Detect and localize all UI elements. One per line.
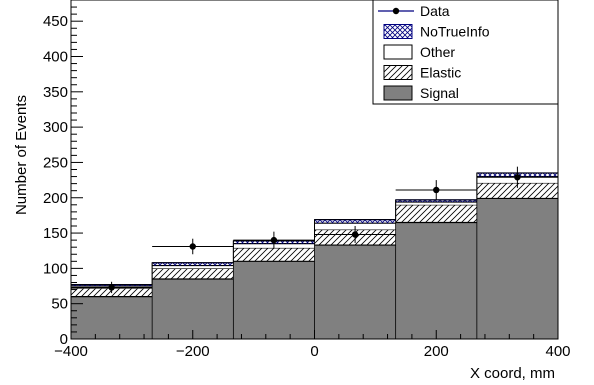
y-tick-label: 350 — [43, 84, 68, 101]
bar-other — [152, 265, 234, 269]
bar-signal — [476, 198, 558, 339]
x-tick-label: 200 — [424, 343, 449, 360]
y-tick-label: 100 — [43, 260, 68, 277]
legend-label-elastic: Elastic — [420, 65, 461, 81]
y-tick-label: 300 — [43, 119, 68, 136]
y-tick-label: 450 — [43, 13, 68, 30]
data-point — [351, 231, 359, 238]
x-tick-label: 0 — [310, 343, 318, 360]
bar-signal — [71, 296, 153, 339]
data-point — [108, 284, 115, 291]
y-tick-label: 250 — [43, 154, 68, 171]
data-point — [433, 186, 440, 194]
legend-label-signal: Signal — [420, 85, 459, 101]
y-tick-label: 200 — [43, 190, 68, 207]
legend-label-notrueinfo: NoTrueInfo — [420, 24, 490, 40]
bar-notrueinfo — [152, 262, 234, 266]
legend-marker-data — [392, 7, 400, 15]
bar-notrueinfo — [314, 219, 396, 224]
bar-elastic — [233, 247, 315, 262]
legend-swatch-notrueinfo — [383, 24, 413, 39]
data-point — [514, 174, 521, 181]
x-tick-label: −200 — [176, 343, 210, 360]
bar-other — [395, 201, 477, 205]
bar-signal — [152, 278, 234, 339]
y-tick-label: 150 — [43, 225, 68, 242]
legend-swatch-signal — [383, 85, 413, 101]
bar-signal — [233, 261, 315, 339]
bar-signal — [395, 222, 477, 339]
x-tick-label: 400 — [545, 343, 570, 360]
y-tick-label: 0 — [60, 331, 68, 348]
legend-swatch-other — [383, 44, 413, 60]
y-axis-label: Number of Events — [13, 95, 30, 215]
bar-signal — [314, 245, 396, 339]
x-axis-label: X coord, mm — [470, 365, 555, 382]
y-tick-label: 400 — [43, 49, 68, 66]
bar-elastic — [476, 182, 558, 199]
legend: Data NoTrueInfo Other Elastic Signal — [372, 0, 559, 105]
y-tick-label: 50 — [51, 296, 68, 313]
legend-swatch-elastic — [383, 65, 413, 80]
data-point — [189, 243, 196, 250]
bar-elastic — [152, 268, 234, 279]
bar-notrueinfo — [395, 199, 477, 202]
x-tick-label: −400 — [54, 343, 88, 360]
data-point — [270, 236, 278, 244]
bar-elastic — [395, 204, 477, 223]
legend-label-other: Other — [420, 44, 455, 60]
legend-label-data: Data — [420, 3, 450, 19]
